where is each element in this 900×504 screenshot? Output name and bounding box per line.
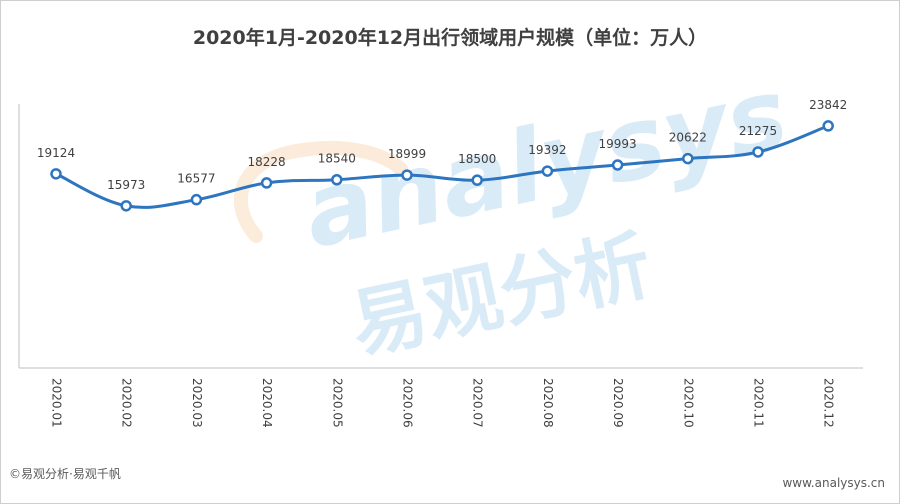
data-point-2020.08 xyxy=(541,165,554,177)
data-label-2020.03: 16577 xyxy=(177,172,215,186)
data-label-2020.02: 15973 xyxy=(107,178,145,192)
x-tick-label-2020.12: 2020.12 xyxy=(822,378,836,428)
website-url: www.analysys.cn xyxy=(782,476,885,490)
watermark: analysys 易观分析 xyxy=(233,55,797,370)
source-note: ©易观分析·易观千帆 xyxy=(9,467,121,481)
data-label-2020.06: 18999 xyxy=(388,147,426,161)
data-point-2020.07 xyxy=(471,174,483,186)
x-tick-label-2020.04: 2020.04 xyxy=(260,378,274,428)
data-label-2020.11: 21275 xyxy=(739,124,777,138)
x-tick-label-2020.11: 2020.11 xyxy=(752,378,766,428)
data-point-2020.01 xyxy=(50,168,62,180)
x-tick-label-2020.08: 2020.08 xyxy=(541,378,555,428)
data-point-2020.09 xyxy=(611,159,624,171)
data-label-2020.10: 20622 xyxy=(669,131,707,145)
data-point-2020.03 xyxy=(190,193,203,206)
data-point-2020.05 xyxy=(331,173,343,186)
watermark-swoosh xyxy=(233,140,408,243)
data-label-2020.08: 19392 xyxy=(528,143,566,157)
data-point-2020.02 xyxy=(120,200,132,212)
x-tick-label-2020.09: 2020.09 xyxy=(611,378,625,428)
x-tick-label-2020.07: 2020.07 xyxy=(471,378,485,428)
x-tick-label-2020.01: 2020.01 xyxy=(50,378,64,428)
data-point-2020.04 xyxy=(260,177,273,189)
data-label-2020.01: 19124 xyxy=(37,146,75,160)
data-label-2020.09: 19993 xyxy=(599,137,637,151)
data-point-2020.12 xyxy=(822,120,834,132)
data-point-2020.06 xyxy=(401,169,413,181)
data-label-2020.12: 23842 xyxy=(809,98,847,112)
x-tick-label-2020.02: 2020.02 xyxy=(120,378,134,428)
x-tick-label-2020.05: 2020.05 xyxy=(330,378,344,428)
watermark-latin-text: analysys xyxy=(294,55,797,271)
data-label-2020.04: 18228 xyxy=(248,155,286,169)
x-tick-label-2020.10: 2020.10 xyxy=(681,378,695,428)
series-line xyxy=(54,124,830,209)
chart-title: 2020年1月-2020年12月出行领域用户规模（单位：万人） xyxy=(192,27,708,49)
data-label-2020.05: 18540 xyxy=(318,152,356,166)
data-label-2020.07: 18500 xyxy=(458,152,496,166)
data-point-2020.10 xyxy=(682,152,694,165)
data-point-2020.11 xyxy=(752,146,764,158)
x-tick-label-2020.03: 2020.03 xyxy=(190,378,204,428)
x-tick-label-2020.06: 2020.06 xyxy=(401,378,415,428)
